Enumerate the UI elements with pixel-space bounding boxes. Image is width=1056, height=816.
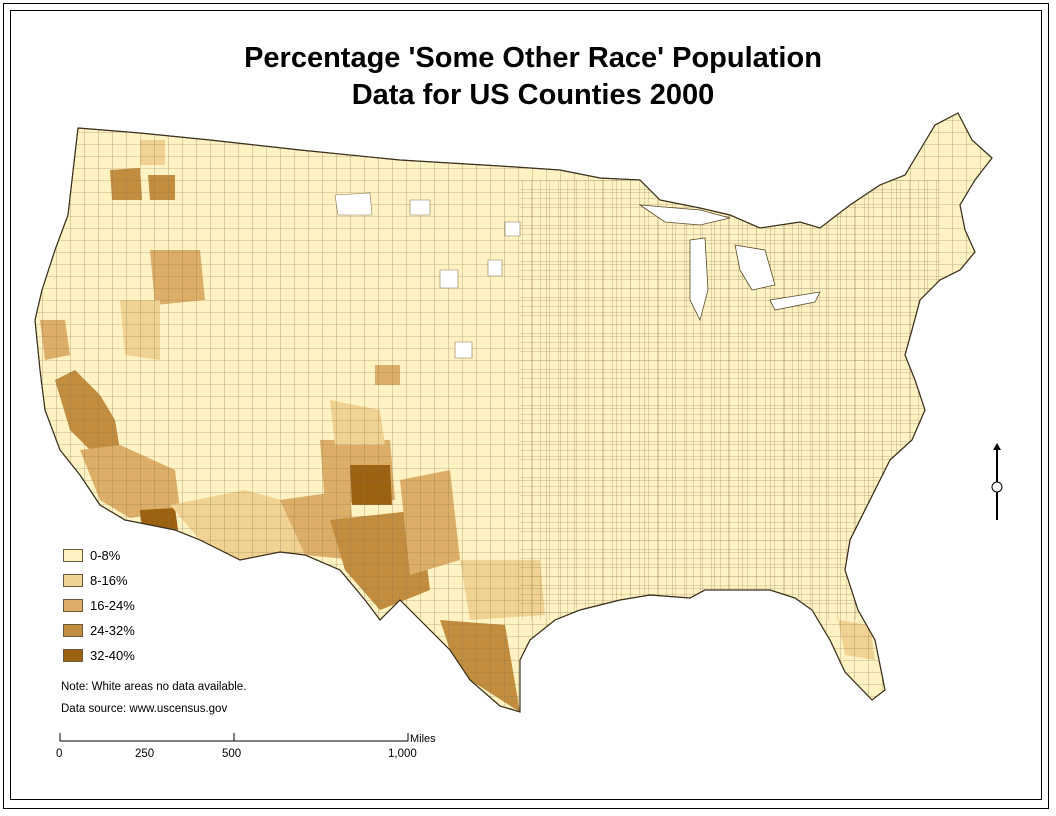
legend-swatch xyxy=(63,599,83,612)
county-choropleth xyxy=(35,113,992,712)
lake-michigan xyxy=(689,237,709,322)
map-subtitle: Data for US Counties 2000 xyxy=(351,79,715,111)
no-data-area-nd2 xyxy=(409,199,431,216)
map-outer-frame xyxy=(3,3,1049,809)
legend-swatch xyxy=(63,574,83,587)
conus-outline xyxy=(34,112,993,713)
no-data-area-nd xyxy=(334,192,373,216)
legend-label: 24-32% xyxy=(90,623,135,638)
data-source-note: Data source: www.uscensus.gov xyxy=(61,703,228,715)
no-data-area-ne xyxy=(454,341,473,359)
scale-tick-250: 250 xyxy=(135,748,155,760)
legend-label: 0-8% xyxy=(90,548,121,563)
no-data-area-mt xyxy=(487,259,503,277)
scale-units: Miles xyxy=(410,733,436,745)
map-title: Percentage 'Some Other Race' Population xyxy=(244,42,822,74)
legend-swatch xyxy=(63,624,83,637)
no-data-area-sd xyxy=(439,269,459,289)
lake-huron xyxy=(734,244,776,291)
no-data-area-nd3 xyxy=(504,221,521,237)
scale-bar xyxy=(59,733,409,742)
legend-swatch xyxy=(63,649,83,662)
map-inner-frame xyxy=(10,10,1042,800)
lake-superior xyxy=(638,204,731,226)
legend-swatch xyxy=(63,549,83,562)
scale-tick-0: 0 xyxy=(56,748,63,760)
legend-label: 32-40% xyxy=(90,648,135,663)
legend-label: 16-24% xyxy=(90,598,135,613)
lake-erie xyxy=(769,291,821,311)
scale-tick-1000: 1,000 xyxy=(388,748,417,760)
north-arrow-icon xyxy=(991,443,1003,520)
no-data-note: Note: White areas no data available. xyxy=(61,681,247,693)
scale-tick-500: 500 xyxy=(222,748,242,760)
legend-label: 8-16% xyxy=(90,573,128,588)
